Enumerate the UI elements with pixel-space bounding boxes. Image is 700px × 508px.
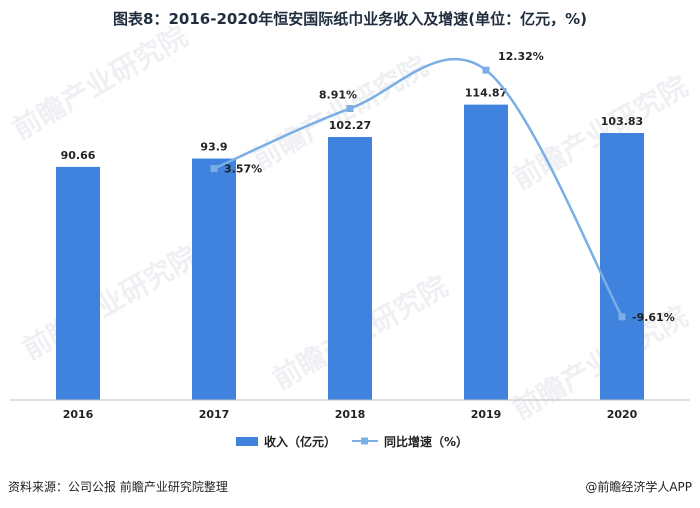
growth-marker — [618, 313, 626, 321]
bar — [328, 137, 372, 400]
growth-marker — [210, 165, 218, 173]
x-tick-label: 2018 — [335, 408, 366, 421]
bar-series: 90.66 93.9 102.27 114.87 103.83 — [56, 87, 644, 401]
growth-value-label: 3.57% — [224, 163, 262, 176]
x-tick-label: 2019 — [471, 408, 502, 421]
legend-swatch-revenue — [236, 437, 258, 446]
growth-value-label: 12.32% — [498, 50, 544, 63]
bar-value-label: 93.9 — [200, 141, 227, 154]
bar-value-label: 90.66 — [61, 149, 96, 162]
growth-value-label: -9.61% — [632, 311, 675, 324]
legend-marker-growth — [361, 437, 368, 445]
legend-label-revenue: 收入（亿元） — [264, 434, 336, 449]
brand-credit: @前瞻经济学人APP — [585, 479, 692, 494]
legend-label-growth: 同比增速（%） — [384, 434, 468, 449]
growth-line — [213, 57, 624, 318]
bar — [464, 104, 508, 401]
bar — [56, 166, 100, 400]
x-axis: 2016 2017 2018 2019 2020 — [10, 399, 690, 421]
bar-value-label: 114.87 — [465, 87, 507, 100]
line-series: 3.57% 8.91% 12.32% -9.61% — [210, 50, 675, 324]
growth-marker — [346, 105, 354, 113]
x-tick-label: 2016 — [63, 408, 94, 421]
growth-value-label: 8.91% — [319, 89, 357, 102]
bar-value-label: 102.27 — [329, 119, 371, 132]
x-tick-label: 2017 — [199, 408, 230, 421]
bar — [600, 133, 644, 400]
source-note: 资料来源：公司公报 前瞻产业研究院整理 — [8, 479, 228, 494]
watermark-logo: 前瞻产业研究院 — [17, 239, 203, 366]
x-tick-label: 2020 — [607, 408, 638, 421]
bar-value-label: 103.83 — [601, 115, 643, 128]
bar — [192, 158, 236, 400]
growth-marker — [482, 66, 490, 74]
watermark-logo: 前瞻产业研究院 — [7, 19, 193, 146]
legend: 收入（亿元） 同比增速（%） — [236, 434, 468, 449]
chart-title: 图表8：2016-2020年恒安国际纸巾业务收入及增速(单位：亿元，%) — [113, 10, 587, 28]
